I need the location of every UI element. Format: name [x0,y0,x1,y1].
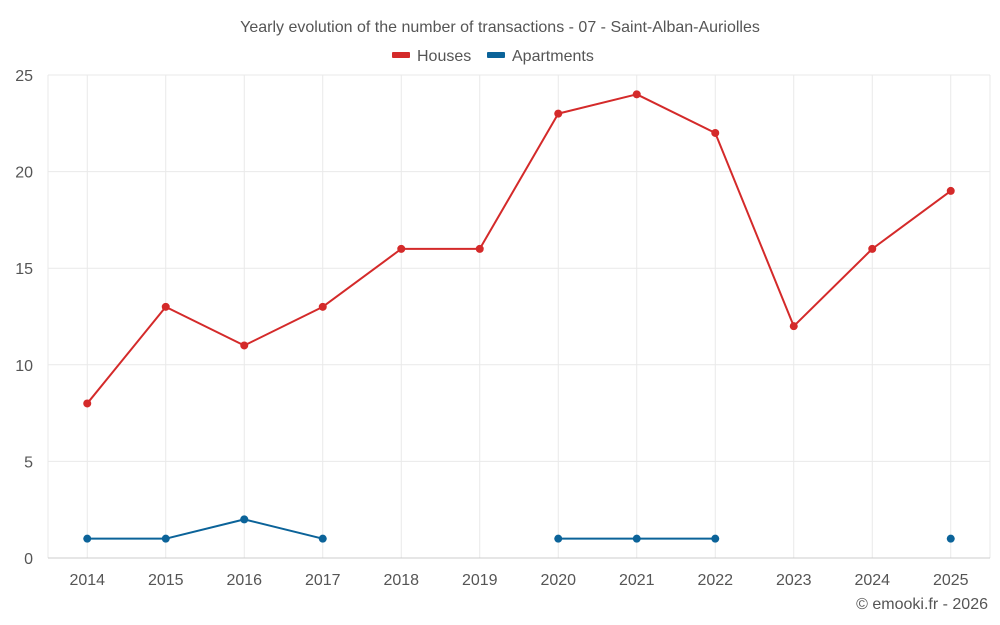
x-tick-label: 2022 [697,572,733,589]
legend-label-houses: Houses [417,48,471,65]
series-line-apartments [87,518,323,540]
x-tick-label: 2016 [226,572,262,589]
data-point-houses[interactable] [475,244,484,253]
y-axis-ticks: 0 5 10 15 20 25 [15,68,33,568]
data-point-apartments[interactable] [554,534,563,543]
legend-swatch-houses [392,52,410,58]
data-point-houses[interactable] [397,244,406,253]
legend-label-apartments: Apartments [512,48,594,65]
data-point-houses[interactable] [318,302,327,311]
x-tick-label: 2019 [462,572,498,589]
data-point-houses[interactable] [632,90,641,99]
series [83,90,955,543]
y-tick-label: 5 [24,454,33,471]
data-point-houses[interactable] [711,128,720,137]
series-houses [83,90,955,408]
x-tick-label: 2025 [933,572,969,589]
data-point-houses[interactable] [554,109,563,118]
legend-item-apartments[interactable]: Apartments [487,48,594,65]
data-point-apartments[interactable] [318,534,327,543]
x-tick-label: 2017 [305,572,341,589]
series-line-houses [86,93,952,405]
data-point-houses[interactable] [946,186,955,195]
y-tick-label: 20 [15,165,33,182]
legend-swatch-apartments [487,52,505,58]
data-point-houses[interactable] [868,244,877,253]
y-tick-label: 25 [15,68,33,85]
series-apartments [83,515,955,543]
data-point-apartments[interactable] [161,534,170,543]
x-tick-label: 2015 [148,572,184,589]
x-tick-label: 2018 [383,572,419,589]
credit-text: © emooki.fr - 2026 [856,596,988,613]
legend: Houses Apartments [392,48,594,65]
y-tick-label: 15 [15,261,33,278]
data-point-houses[interactable] [240,341,249,350]
x-axis-ticks: 2014 2015 2016 2017 2018 2019 2020 2021 2022 2023… [69,572,968,589]
data-point-apartments[interactable] [83,534,92,543]
x-tick-label: 2021 [619,572,655,589]
legend-item-houses[interactable]: Houses [392,48,471,65]
x-tick-label: 2024 [854,572,890,589]
x-tick-label: 2020 [540,572,576,589]
data-point-apartments[interactable] [632,534,641,543]
data-point-apartments[interactable] [946,534,955,543]
data-point-houses[interactable] [83,399,92,408]
y-tick-label: 10 [15,358,33,375]
x-tick-label: 2014 [69,572,105,589]
gridlines [47,74,991,558]
x-tick-label: 2023 [776,572,812,589]
y-tick-label: 0 [24,551,33,568]
data-point-houses[interactable] [161,302,170,311]
data-point-apartments[interactable] [240,515,249,524]
chart-title: Yearly evolution of the number of transa… [240,19,760,36]
data-point-apartments[interactable] [711,534,720,543]
data-point-houses[interactable] [789,322,798,331]
